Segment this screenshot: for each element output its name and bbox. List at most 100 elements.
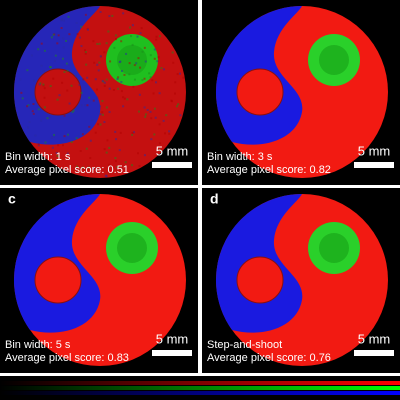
noise	[132, 86, 134, 88]
noise	[168, 130, 170, 132]
noise	[45, 141, 47, 143]
noise	[160, 67, 162, 69]
noise	[106, 152, 108, 154]
pixel-score: Average pixel score: 0.51	[5, 164, 129, 176]
noise	[179, 73, 181, 75]
noise	[85, 53, 87, 55]
noise	[125, 53, 127, 55]
noise	[106, 106, 108, 108]
noise	[155, 39, 157, 41]
noise	[62, 58, 64, 60]
noise	[67, 70, 69, 72]
noise	[79, 37, 81, 39]
noise	[177, 73, 179, 75]
noise	[37, 48, 39, 50]
noise	[85, 14, 87, 16]
noise	[155, 117, 157, 119]
noise	[150, 138, 152, 140]
noise	[104, 148, 106, 150]
noise	[163, 120, 165, 122]
noise	[64, 115, 66, 117]
noise	[153, 133, 155, 135]
noise	[182, 77, 184, 79]
insert-red	[35, 257, 81, 303]
noise	[89, 157, 91, 159]
noise	[100, 11, 102, 13]
noise	[96, 43, 98, 45]
noise	[109, 88, 111, 90]
noise	[96, 88, 98, 90]
noise	[93, 62, 95, 64]
noise	[96, 64, 98, 66]
noise	[144, 106, 146, 108]
noise	[106, 79, 108, 81]
bin-width: Bin width: 5 s	[5, 339, 71, 351]
noise	[88, 126, 90, 128]
noise	[57, 144, 59, 146]
noise	[120, 40, 122, 42]
noise	[60, 19, 62, 21]
noise	[40, 65, 42, 67]
noise	[114, 131, 116, 133]
noise	[154, 49, 156, 51]
scale-bar	[354, 162, 394, 168]
pixel-score: Average pixel score: 0.82	[207, 164, 331, 176]
noise	[149, 111, 151, 113]
noise	[158, 56, 160, 58]
insert-red	[237, 69, 283, 115]
noise	[68, 64, 70, 66]
noise	[33, 80, 35, 82]
noise	[130, 35, 132, 37]
noise	[61, 82, 63, 84]
noise	[97, 123, 99, 125]
noise	[53, 134, 55, 136]
noise	[129, 27, 131, 29]
noise	[65, 40, 67, 42]
noise	[19, 78, 21, 80]
noise	[132, 132, 134, 134]
scale-bar	[152, 350, 192, 356]
noise	[57, 99, 59, 101]
noise	[62, 37, 64, 39]
noise	[39, 83, 41, 85]
noise	[54, 60, 56, 62]
noise	[103, 121, 105, 123]
scale-bar	[152, 162, 192, 168]
noise	[84, 49, 86, 51]
noise	[154, 58, 156, 60]
noise	[99, 43, 101, 45]
noise	[104, 82, 106, 84]
noise	[76, 22, 78, 24]
noise	[126, 98, 128, 100]
noise	[41, 43, 43, 45]
noise	[121, 70, 123, 72]
noise	[172, 62, 174, 64]
scale-bar	[354, 350, 394, 356]
noise	[115, 34, 117, 36]
noise	[76, 137, 78, 139]
noise	[145, 60, 147, 62]
noise	[135, 62, 137, 64]
noise	[115, 38, 117, 40]
noise	[159, 35, 161, 37]
pixel-score: Average pixel score: 0.76	[207, 352, 331, 364]
noise	[26, 105, 28, 107]
noise	[44, 106, 46, 108]
noise	[150, 76, 152, 78]
noise	[123, 74, 125, 76]
noise	[111, 15, 113, 17]
noise	[34, 135, 36, 137]
noise	[44, 87, 46, 89]
bin-width: Bin width: 1 s	[5, 151, 71, 163]
noise	[153, 92, 155, 94]
noise	[98, 62, 100, 64]
noise	[82, 78, 84, 80]
noise	[92, 40, 94, 42]
noise	[176, 105, 178, 107]
noise	[64, 71, 66, 73]
noise	[137, 57, 139, 59]
noise	[168, 133, 170, 135]
noise	[177, 103, 179, 105]
noise	[63, 46, 65, 48]
noise	[109, 111, 111, 113]
